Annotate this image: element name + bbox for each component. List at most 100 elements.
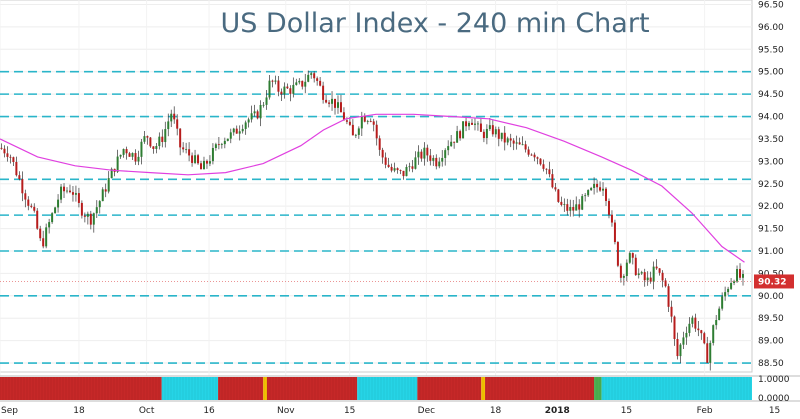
y-tick-label: 93.00 <box>758 157 784 167</box>
candle-body <box>185 149 188 151</box>
chart-title: US Dollar Index - 240 min Chart <box>220 8 649 39</box>
indicator-segment <box>417 377 482 400</box>
y-tick-label: 91.50 <box>758 225 784 235</box>
candle-body <box>667 286 670 307</box>
candle-body <box>462 121 465 139</box>
candle-body <box>607 200 610 215</box>
x-tick-label: Dec <box>418 406 435 416</box>
candle-body <box>569 206 572 211</box>
candle-body <box>378 138 381 150</box>
candle-body <box>599 187 602 191</box>
candle-body <box>107 178 110 192</box>
candle-body <box>369 120 372 122</box>
candle-body <box>536 157 539 159</box>
candle-body <box>551 174 554 188</box>
candle-body <box>316 78 319 81</box>
candle-body <box>360 116 363 129</box>
candle-body <box>301 80 304 87</box>
candle-body <box>465 121 468 127</box>
candle-body <box>500 132 503 139</box>
candle-body <box>119 154 122 157</box>
candle-body <box>605 188 608 201</box>
candle-body <box>71 192 74 195</box>
x-tick-label: 16 <box>203 406 215 416</box>
candle-body <box>691 317 694 324</box>
candle-body <box>208 161 211 164</box>
candle-body <box>497 129 500 139</box>
candle-body <box>697 328 700 331</box>
candle-body <box>86 213 89 217</box>
candle-body <box>488 125 491 129</box>
candle-body <box>339 102 342 113</box>
candle-body <box>590 188 593 191</box>
y-tick-label: 91.00 <box>758 247 784 257</box>
candle-body <box>68 190 71 193</box>
candle-body <box>307 74 310 82</box>
candle-body <box>140 141 143 157</box>
candle-body <box>295 82 298 85</box>
candle-body <box>24 193 27 200</box>
candle-body <box>30 205 33 207</box>
indicator-tick-label: 1.0000 <box>758 375 790 385</box>
x-tick-label: Feb <box>697 406 713 416</box>
candle-body <box>402 170 405 177</box>
candle-body <box>363 116 366 122</box>
indicator-segment <box>594 377 602 400</box>
x-tick-label: 15 <box>344 406 355 416</box>
candle-body <box>584 195 587 197</box>
candle-body <box>471 122 474 125</box>
support-resistance-levels <box>0 70 752 364</box>
candle-body <box>482 131 485 139</box>
candle-body <box>408 166 411 168</box>
candle-body <box>628 253 631 263</box>
candle-body <box>479 123 482 132</box>
candle-body <box>15 162 18 176</box>
candle-body <box>602 188 605 191</box>
candle-body <box>393 168 396 171</box>
candle-body <box>509 138 512 141</box>
x-tick-label: 2018 <box>545 406 570 416</box>
candle-body <box>63 186 66 192</box>
candle-body <box>587 190 590 196</box>
candle-body <box>39 228 42 239</box>
indicator-tick-label: 0.0000 <box>758 394 790 404</box>
candle-body <box>557 189 560 202</box>
candle-body <box>727 288 730 293</box>
candle-body <box>375 124 378 139</box>
candle-body <box>476 123 479 125</box>
candle-body <box>122 149 125 155</box>
candle-body <box>357 128 360 135</box>
candle-body <box>12 157 15 163</box>
current-price-badge: 90.32 <box>754 274 794 289</box>
y-tick-label: 89.50 <box>758 314 784 324</box>
candle-body <box>268 80 271 98</box>
candle-body <box>167 121 170 130</box>
candle-body <box>259 104 262 119</box>
candle-body <box>89 213 92 225</box>
candle-body <box>92 213 95 225</box>
candle-body <box>503 132 506 143</box>
candle-body <box>66 190 69 192</box>
candle-body <box>411 166 414 169</box>
candle-body <box>235 128 238 134</box>
y-tick-label: 94.50 <box>758 90 784 100</box>
candle-body <box>399 170 402 171</box>
candle-body <box>137 156 140 162</box>
candle-body <box>101 189 104 202</box>
candle-body <box>21 178 24 194</box>
candle-body <box>244 122 247 129</box>
candle-body <box>622 275 625 278</box>
candle-body <box>95 207 98 214</box>
grid <box>0 0 753 376</box>
candle-body <box>202 160 205 170</box>
candle-body <box>348 121 351 125</box>
candle-body <box>131 153 134 157</box>
candle-body <box>530 154 533 156</box>
indicator-segment <box>0 377 162 400</box>
candle-body <box>51 213 54 223</box>
candle-body <box>679 344 682 357</box>
candle-body <box>179 128 182 148</box>
candle-body <box>274 80 277 82</box>
candle-body <box>83 215 86 217</box>
candle-body <box>649 277 652 282</box>
